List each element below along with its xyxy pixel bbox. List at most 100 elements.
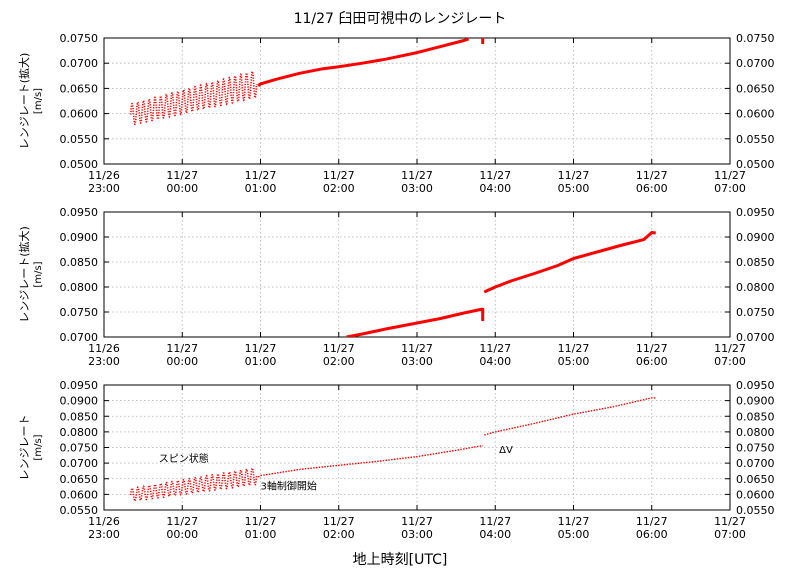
x-tick-label-date: 11/27 — [479, 515, 511, 528]
y-tick-label-right: 0.0950 — [736, 206, 775, 219]
x-tick-label-time: 02:00 — [323, 528, 355, 541]
panel-1: 11/2623:0011/2700:0011/2701:0011/2702:00… — [17, 32, 775, 195]
y-tick-label-left: 0.0700 — [60, 457, 99, 470]
data-series — [257, 38, 470, 88]
x-tick-label-time: 05:00 — [558, 528, 590, 541]
plot-frame — [103, 37, 731, 165]
x-tick-label-date: 11/26 — [88, 342, 120, 355]
y-tick-label-right: 0.0550 — [736, 504, 775, 517]
x-tick-label-time: 03:00 — [401, 182, 433, 195]
spin-series — [129, 467, 258, 503]
x-tick-label-date: 11/27 — [323, 515, 355, 528]
x-tick-label-time: 05:00 — [558, 182, 590, 195]
x-tick-label-date: 11/27 — [401, 515, 433, 528]
y-axis-label: レンジレート(拡大) — [17, 226, 31, 323]
y-tick-label-right: 0.0850 — [736, 410, 775, 423]
x-tick-label-time: 00:00 — [166, 528, 198, 541]
y-tick-label-left: 0.0700 — [60, 331, 99, 344]
x-tick-label-date: 11/26 — [88, 169, 120, 182]
x-axis-label: 地上時刻[UTC] — [352, 552, 448, 568]
x-tick-label-date: 11/27 — [479, 169, 511, 182]
y-tick-label-left: 0.0750 — [60, 442, 99, 455]
y-tick-label-right: 0.0850 — [736, 256, 775, 269]
y-axis-unit: [m/s] — [33, 88, 44, 114]
y-tick-label-left: 0.0850 — [60, 256, 99, 269]
data-layer — [346, 231, 656, 337]
x-tick-label-time: 07:00 — [714, 182, 746, 195]
y-tick-label-left: 0.0800 — [60, 281, 99, 294]
y-tick-label-left: 0.0600 — [60, 488, 99, 501]
y-tick-label-left: 0.0750 — [60, 306, 99, 319]
y-tick-label-left: 0.0900 — [60, 231, 99, 244]
x-tick-label-date: 11/27 — [245, 342, 277, 355]
x-tick-label-time: 01:00 — [245, 182, 277, 195]
y-tick-label-right: 0.0550 — [736, 133, 775, 146]
x-tick-label-time: 04:00 — [479, 528, 511, 541]
x-tick-label-time: 06:00 — [636, 355, 668, 368]
y-tick-label-right: 0.0950 — [736, 379, 775, 392]
data-series — [484, 397, 656, 436]
x-tick-label-time: 23:00 — [88, 182, 120, 195]
x-tick-label-date: 11/27 — [323, 169, 355, 182]
x-tick-label-date: 11/27 — [401, 169, 433, 182]
y-tick-label-left: 0.0600 — [60, 108, 99, 121]
y-tick-label-right: 0.0900 — [736, 395, 775, 408]
data-series — [346, 307, 484, 337]
x-tick-label-date: 11/27 — [558, 169, 590, 182]
data-series — [257, 444, 483, 478]
y-axis-unit: [m/s] — [33, 261, 44, 287]
x-tick-label-time: 07:00 — [714, 355, 746, 368]
x-tick-label-date: 11/27 — [636, 342, 668, 355]
x-tick-label-date: 11/27 — [245, 515, 277, 528]
y-tick-label-left: 0.0550 — [60, 504, 99, 517]
x-tick-label-date: 11/27 — [636, 169, 668, 182]
x-tick-label-date: 11/27 — [245, 169, 277, 182]
y-tick-label-right: 0.0750 — [736, 306, 775, 319]
y-tick-label-left: 0.0950 — [60, 206, 99, 219]
y-tick-label-right: 0.0650 — [736, 82, 775, 95]
x-tick-label-time: 04:00 — [479, 355, 511, 368]
x-tick-label-date: 11/27 — [714, 169, 746, 182]
plot-frame — [103, 211, 731, 338]
x-tick-label-time: 05:00 — [558, 355, 590, 368]
y-tick-label-right: 0.0700 — [736, 57, 775, 70]
x-tick-label-time: 02:00 — [323, 355, 355, 368]
y-tick-label-left: 0.0850 — [60, 410, 99, 423]
x-tick-label-time: 23:00 — [88, 355, 120, 368]
spin-series — [129, 70, 258, 125]
x-tick-label-date: 11/26 — [88, 515, 120, 528]
x-tick-label-time: 03:00 — [401, 355, 433, 368]
y-tick-label-right: 0.0600 — [736, 108, 775, 121]
x-tick-label-date: 11/27 — [714, 515, 746, 528]
y-axis-label: レンジレート(拡大) — [17, 53, 31, 150]
y-tick-label-left: 0.0950 — [60, 379, 99, 392]
x-tick-label-time: 00:00 — [166, 355, 198, 368]
y-tick-label-left: 0.0750 — [60, 32, 99, 45]
x-tick-label-time: 03:00 — [401, 528, 433, 541]
y-tick-label-right: 0.0650 — [736, 473, 775, 486]
x-tick-label-date: 11/27 — [401, 342, 433, 355]
y-tick-label-right: 0.0500 — [736, 158, 775, 171]
y-axis-unit: [m/s] — [33, 434, 44, 460]
x-tick-label-time: 07:00 — [714, 528, 746, 541]
x-tick-label-date: 11/27 — [166, 169, 198, 182]
x-tick-label-time: 04:00 — [479, 182, 511, 195]
x-tick-label-date: 11/27 — [636, 515, 668, 528]
y-tick-label-right: 0.0800 — [736, 426, 775, 439]
data-series — [483, 231, 656, 294]
x-tick-label-date: 11/27 — [166, 342, 198, 355]
y-tick-label-left: 0.0650 — [60, 473, 99, 486]
data-layer — [129, 397, 656, 503]
y-tick-label-right: 0.0700 — [736, 457, 775, 470]
x-tick-label-time: 06:00 — [636, 528, 668, 541]
x-tick-label-time: 00:00 — [166, 182, 198, 195]
panel-3: 11/2623:0011/2700:0011/2701:0011/2702:00… — [18, 379, 775, 541]
x-tick-label-time: 23:00 — [88, 528, 120, 541]
x-tick-label-date: 11/27 — [558, 515, 590, 528]
y-tick-label-right: 0.0750 — [736, 32, 775, 45]
x-tick-label-date: 11/27 — [558, 342, 590, 355]
x-tick-label-time: 02:00 — [323, 182, 355, 195]
plot-frame — [103, 384, 731, 511]
